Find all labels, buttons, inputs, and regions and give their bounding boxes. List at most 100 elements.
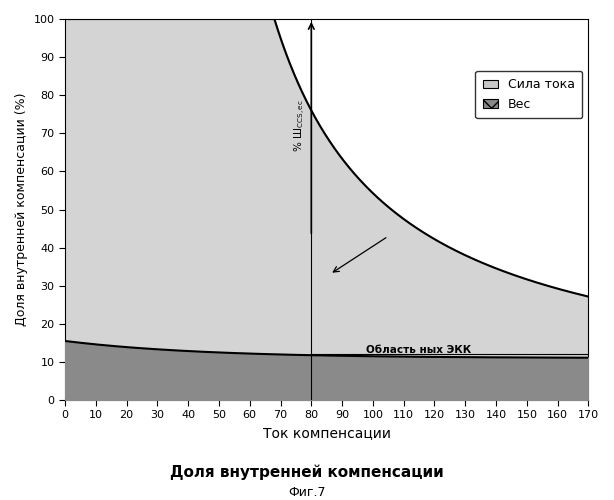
Point: [282, 298, 292, 306]
Point: [459, 269, 468, 277]
Point: [152, 200, 161, 208]
Point: [277, 120, 287, 128]
Point: [420, 276, 430, 284]
Point: [101, 371, 111, 379]
Point: [64, 300, 74, 308]
Point: [134, 250, 144, 258]
Point: [490, 277, 500, 285]
Point: [422, 282, 432, 290]
Point: [523, 395, 532, 403]
Point: [330, 372, 340, 380]
Point: [80, 118, 90, 126]
Point: [344, 240, 354, 248]
Point: [239, 141, 249, 149]
Point: [104, 219, 114, 227]
Point: [69, 221, 79, 229]
Point: [283, 192, 293, 200]
Point: [246, 204, 255, 212]
Point: [223, 100, 233, 108]
Point: [471, 273, 481, 281]
Point: [346, 371, 356, 379]
Point: [212, 30, 222, 38]
Point: [112, 382, 122, 390]
Point: [525, 330, 535, 338]
Point: [274, 218, 284, 226]
Point: [265, 328, 274, 336]
Point: [78, 216, 88, 224]
Point: [93, 394, 103, 402]
Point: [165, 296, 174, 304]
Point: [289, 85, 298, 93]
Point: [257, 94, 267, 102]
Point: [119, 299, 128, 307]
Point: [256, 341, 266, 349]
Point: [453, 300, 463, 308]
Point: [73, 381, 83, 389]
Point: [128, 42, 138, 50]
Point: [192, 185, 202, 193]
Point: [157, 117, 167, 125]
Point: [115, 182, 125, 190]
Point: [351, 286, 361, 294]
Point: [158, 216, 168, 224]
Point: [245, 109, 255, 117]
Point: [154, 242, 164, 250]
Point: [565, 315, 575, 323]
Point: [482, 394, 492, 402]
Point: [305, 132, 314, 140]
Point: [157, 119, 167, 127]
Point: [230, 92, 239, 100]
Point: [145, 233, 155, 241]
Point: [322, 155, 332, 163]
Point: [570, 391, 580, 399]
Point: [214, 21, 223, 29]
Point: [335, 260, 345, 268]
Point: [177, 112, 187, 120]
Point: [287, 274, 297, 281]
Point: [68, 78, 78, 86]
Point: [232, 354, 242, 362]
Point: [279, 216, 289, 224]
Point: [172, 304, 182, 312]
Point: [230, 385, 239, 393]
Point: [279, 242, 289, 250]
Point: [241, 133, 251, 141]
Point: [160, 144, 170, 152]
Point: [307, 213, 317, 221]
Point: [134, 248, 144, 256]
Point: [527, 326, 537, 334]
Point: [294, 144, 304, 152]
Point: [114, 74, 124, 82]
Point: [554, 320, 564, 328]
Point: [371, 280, 381, 287]
Point: [235, 284, 245, 292]
Point: [157, 327, 167, 335]
Point: [446, 359, 456, 367]
Point: [131, 284, 141, 292]
Point: [204, 333, 214, 341]
Point: [84, 162, 93, 170]
Point: [235, 282, 245, 290]
Point: [368, 308, 378, 316]
Point: [274, 315, 284, 323]
Point: [324, 360, 334, 368]
Point: [115, 371, 125, 379]
Point: [153, 28, 163, 36]
Point: [282, 278, 292, 285]
Point: [257, 94, 266, 102]
Point: [378, 322, 387, 330]
Point: [184, 240, 194, 248]
Point: [133, 16, 143, 24]
Point: [144, 185, 154, 193]
Point: [479, 380, 489, 388]
Point: [117, 321, 127, 329]
Point: [404, 275, 414, 283]
Point: [213, 347, 223, 355]
Point: [161, 376, 171, 384]
Point: [529, 341, 538, 349]
Point: [315, 314, 325, 322]
Point: [73, 285, 83, 293]
Point: [169, 324, 179, 332]
Point: [198, 32, 208, 40]
Point: [284, 212, 293, 220]
